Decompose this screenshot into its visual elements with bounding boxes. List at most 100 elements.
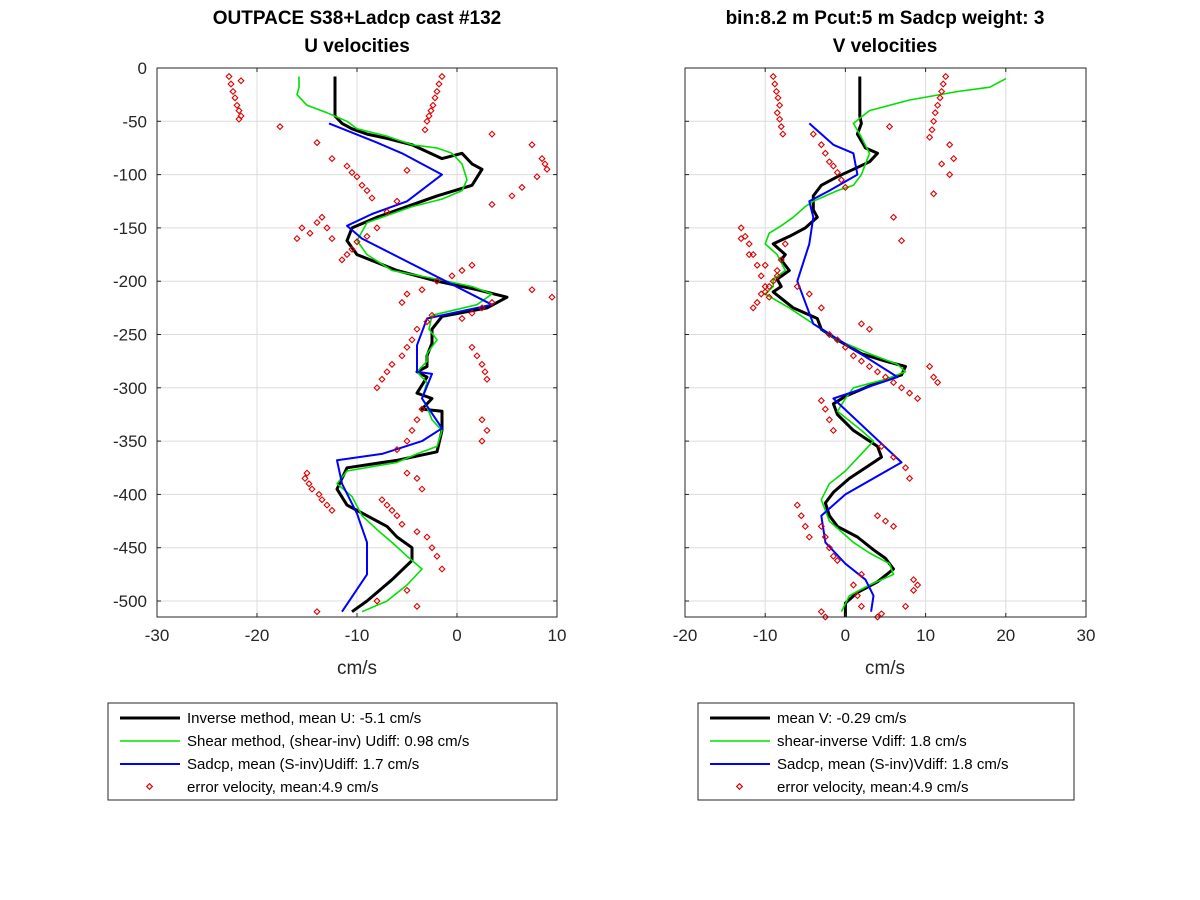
v-error-point xyxy=(829,162,837,170)
u-error-point xyxy=(528,141,536,149)
v-error-point xyxy=(928,126,936,134)
u-y-tick-label: -450 xyxy=(113,539,147,558)
v-error-point xyxy=(769,277,777,285)
u-error-point xyxy=(308,485,316,493)
u-error-point xyxy=(481,368,489,376)
v-error-point xyxy=(857,570,866,578)
v-error-point xyxy=(745,250,753,259)
v-error-point xyxy=(741,232,749,241)
v-error-point xyxy=(936,94,944,102)
v-error-point xyxy=(909,576,918,584)
v-error-point xyxy=(779,130,787,138)
u-error-point xyxy=(373,384,381,392)
v-error-point xyxy=(873,368,882,376)
v-error-point xyxy=(939,80,947,88)
u-error-point xyxy=(328,155,336,163)
u-error-point xyxy=(403,437,411,445)
u-error-point xyxy=(298,224,306,232)
u-error-point xyxy=(408,336,416,344)
u-error-point xyxy=(363,232,371,241)
v-error-point xyxy=(841,183,850,192)
v-error-point xyxy=(817,522,825,530)
v-error-point xyxy=(777,123,785,131)
u-error-point xyxy=(433,87,441,96)
v-error-point xyxy=(857,320,866,328)
u-error-point xyxy=(301,474,309,483)
u-y-tick-label: -200 xyxy=(113,272,147,291)
v-x-axis-label: cm/s xyxy=(865,658,905,679)
v-error-point xyxy=(781,240,789,248)
u-error-point xyxy=(421,126,429,134)
u-error-point xyxy=(313,218,321,227)
u-error-point xyxy=(483,375,491,383)
u-error-point xyxy=(403,343,411,351)
v-error-point xyxy=(749,250,757,259)
v-error-point xyxy=(833,336,841,344)
v-error-point xyxy=(930,117,938,125)
u-x-tick-label: -20 xyxy=(245,626,270,645)
u-error-point xyxy=(413,528,421,536)
v-series-sadcp-mean-s-inv-vdiff-c xyxy=(796,122,903,612)
u-error-point xyxy=(328,234,336,243)
u-error-point xyxy=(388,506,396,515)
v-x-tick-label: 0 xyxy=(841,626,850,645)
v-error-point xyxy=(829,426,837,435)
u-error-point xyxy=(229,87,237,96)
v-legend-label-shear: shear-inverse Vdiff: 1.8 cm/s xyxy=(777,733,967,750)
u-error-point xyxy=(328,506,336,515)
v-error-point xyxy=(805,290,813,298)
v-error-point xyxy=(897,384,906,392)
v-error-point xyxy=(885,123,894,131)
u-y-tick-label: -250 xyxy=(113,326,147,345)
u-error-point xyxy=(393,512,401,520)
v-error-point xyxy=(825,416,833,424)
v-error-point xyxy=(793,282,801,291)
u-x-axis-label: cm/s xyxy=(337,658,377,679)
v-error-point xyxy=(889,453,898,461)
u-error-point xyxy=(353,238,361,246)
u-error-point xyxy=(378,496,386,504)
v-legend: mean V: -0.29 cm/s shear-inverse Vdiff: … xyxy=(697,702,1075,801)
u-error-point xyxy=(318,496,326,504)
u-error-point xyxy=(518,183,526,192)
u-error-point xyxy=(508,192,516,200)
v-error-point xyxy=(821,613,829,621)
u-error-point xyxy=(468,309,476,317)
u-error-point xyxy=(488,130,496,138)
u-legend-label-shear: Shear method, (shear-inv) Udiff: 0.98 cm… xyxy=(187,733,469,750)
v-error-point xyxy=(773,109,781,117)
v-error-point xyxy=(757,290,765,298)
v-error-point xyxy=(776,115,784,123)
u-error-point xyxy=(231,94,239,102)
u-legend: Inverse method, mean U: -5.1 cm/s Shear … xyxy=(107,702,558,801)
v-error-point xyxy=(877,610,886,618)
u-ticks: -30 -20 -10 0 100-50-100-150-200-250-300-350… xyxy=(113,59,566,645)
u-error-point xyxy=(363,186,371,195)
v-error-point xyxy=(821,405,829,413)
v-error-point xyxy=(946,141,954,149)
v-legend-label-error: error velocity, mean:4.9 cm/s xyxy=(777,779,968,796)
u-error-point xyxy=(398,298,406,307)
u-error-point xyxy=(348,245,356,253)
u-series-layer xyxy=(225,72,556,616)
u-error-point xyxy=(418,485,426,493)
u-error-point xyxy=(413,416,421,424)
v-error-point xyxy=(849,352,858,360)
u-error-point xyxy=(227,80,235,88)
v-series-error-velocity-mean-cm-s xyxy=(737,72,958,621)
u-error-point xyxy=(448,272,456,280)
u-error-point xyxy=(428,544,436,552)
v-error-point xyxy=(773,272,781,280)
u-error-point xyxy=(408,426,416,435)
u-error-point xyxy=(478,304,486,312)
v-error-point xyxy=(857,357,866,365)
v-error-point xyxy=(825,158,833,166)
u-error-point xyxy=(433,552,441,560)
u-error-point xyxy=(315,490,323,499)
v-error-point xyxy=(776,101,784,109)
v-error-point xyxy=(773,266,781,275)
v-error-point xyxy=(934,378,942,387)
v-error-point xyxy=(765,282,773,291)
v-error-point xyxy=(938,87,946,96)
